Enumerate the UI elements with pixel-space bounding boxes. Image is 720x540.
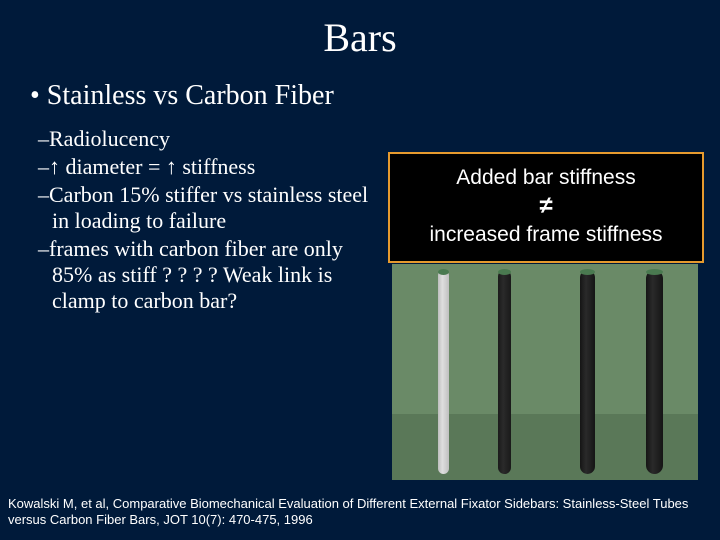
left-content: • Stainless vs Carbon Fiber –Radiolucenc… (30, 80, 370, 316)
bars-photo (392, 264, 698, 480)
callout-line1: Added bar stiffness (396, 164, 696, 192)
sub-bullet: –↑ diameter = ↑ stiffness (30, 154, 370, 180)
slide-title: Bars (0, 0, 720, 61)
not-equal-icon: ≠ (396, 192, 696, 221)
sub-bullet: –Radiolucency (30, 126, 370, 152)
callout-box: Added bar stiffness ≠ increased frame st… (388, 152, 704, 263)
sub-bullet: –frames with carbon fiber are only 85% a… (30, 236, 370, 314)
citation-text: Kowalski M, et al, Comparative Biomechan… (8, 496, 708, 529)
callout-line2: increased frame stiffness (396, 221, 696, 249)
sub-bullet: –Carbon 15% stiffer vs stainless steel i… (30, 182, 370, 234)
main-bullet: • Stainless vs Carbon Fiber (30, 80, 370, 112)
slide: Bars • Stainless vs Carbon Fiber –Radiol… (0, 0, 720, 540)
